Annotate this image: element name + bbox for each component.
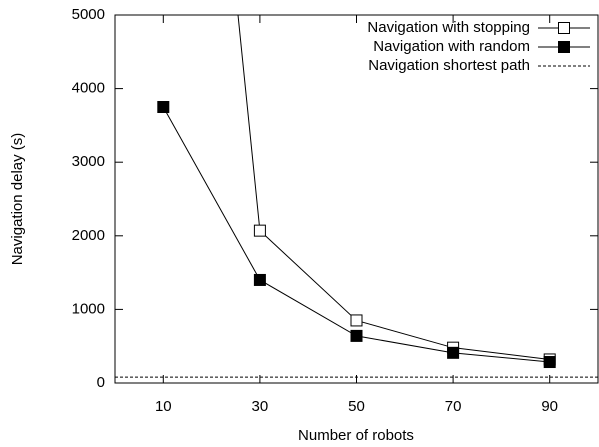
data-point [543, 356, 556, 369]
x-tick-label: 90 [541, 398, 558, 415]
data-point [253, 224, 266, 237]
data-point [447, 346, 460, 359]
x-tick-label: 70 [445, 398, 462, 415]
legend-label: Navigation with random [373, 38, 530, 55]
x-tick-label: 30 [252, 398, 269, 415]
legend-marker [558, 22, 570, 34]
y-tick-label: 4000 [72, 80, 105, 97]
y-tick-label: 3000 [72, 153, 105, 170]
y-tick-label: 1000 [72, 300, 105, 317]
y-tick-label: 2000 [72, 227, 105, 244]
plot-area [115, 15, 598, 378]
data-point [350, 329, 363, 342]
legend-label: Navigation with stopping [367, 19, 530, 36]
data-point [253, 273, 266, 286]
data-point [350, 314, 363, 327]
y-tick-label: 5000 [72, 6, 105, 23]
x-tick-label: 50 [348, 398, 365, 415]
y-tick-label: 0 [97, 374, 105, 391]
x-tick-label: 10 [155, 398, 172, 415]
legend-marker [558, 41, 570, 53]
x-axis-label: Number of robots [298, 427, 414, 444]
y-axis-label: Navigation delay (s) [9, 133, 26, 266]
legend-label: Navigation shortest path [368, 57, 530, 74]
data-point [157, 101, 170, 113]
